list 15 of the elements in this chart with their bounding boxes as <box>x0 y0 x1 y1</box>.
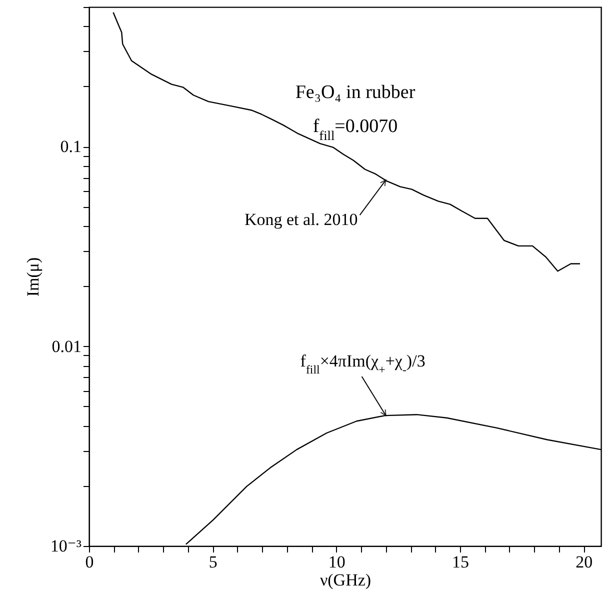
annotation: Fe₃O₄ in rubber <box>295 82 416 103</box>
annotation: f$_{fill}$=0.0070 <box>312 116 398 142</box>
x-tick-label: 0 <box>85 552 94 572</box>
annotation: Kong et al. 2010 <box>244 210 358 230</box>
x-tick-label: 20 <box>576 552 593 572</box>
x-tick-label: 10 <box>328 552 346 572</box>
y-tick-label: 0.1 <box>60 137 82 156</box>
x-tick-label: 15 <box>452 552 470 572</box>
annotation: f$_{fill}$×4πIm(χ$_{+}$+χ$_{-}$)/3 <box>300 352 426 377</box>
y-tick-label: 10⁻³ <box>50 536 82 556</box>
y-axis-title: Im(μ) <box>23 257 42 297</box>
line-series <box>112 12 581 272</box>
y-tick-label: 0.01 <box>52 336 82 356</box>
x-tick-label: 5 <box>208 552 218 572</box>
x-axis-title: ν(GHz) <box>320 570 372 590</box>
